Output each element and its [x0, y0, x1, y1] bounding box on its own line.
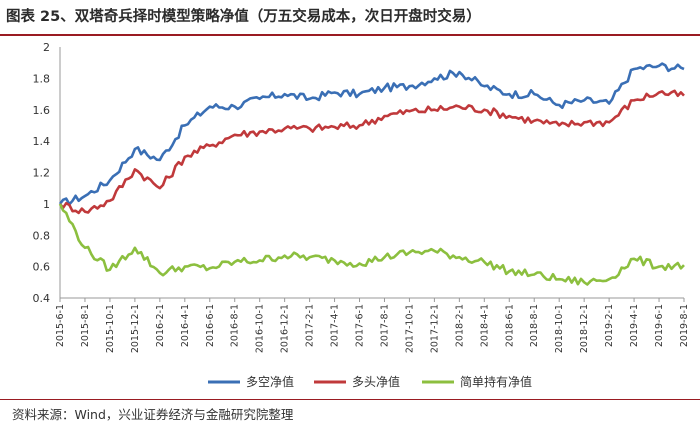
figure-title: 图表 25、双塔奇兵择时模型策略净值（万五交易成本，次日开盘时交易）: [6, 9, 481, 25]
title-rule: [0, 34, 700, 36]
y-tick-label: 1: [43, 198, 50, 211]
x-tick-label: 2017-10-1: [404, 304, 415, 353]
y-tick-label: 1.8: [33, 72, 51, 85]
x-tick-label: 2018-12-1: [579, 304, 590, 353]
series-layer: [58, 62, 685, 286]
x-tick-label: 2017-6-1: [355, 304, 366, 347]
y-tick-label: 0.6: [33, 261, 51, 274]
y-tick-label: 1.6: [33, 104, 51, 117]
x-tick-label: 2018-6-1: [504, 304, 515, 347]
source-note: 资料来源：Wind，兴业证券经济与金融研究院整理: [12, 407, 294, 422]
x-tick-label: 2019-4-1: [629, 304, 640, 347]
axes-layer: 2 1.8 1.6 1.4 1.2 1 0.8 0.6 0.4 2015-6-1 2015-8-1 2…: [33, 41, 691, 353]
y-tick-label: 1.2: [33, 167, 51, 180]
x-tick-label: 2018-2-1: [454, 304, 465, 347]
y-tick-label: 0.4: [33, 292, 51, 305]
legend-label-1: 多空净值: [246, 374, 294, 389]
series-line-3: [58, 203, 685, 286]
x-tick-label: 2019-6-1: [654, 304, 665, 347]
legend-label-3: 简单持有净值: [460, 374, 532, 389]
x-tick-label: 2015-12-1: [130, 304, 141, 353]
x-tick-label: 2015-8-1: [80, 304, 91, 347]
legend: 多空净值 多头净值 简单持有净值: [208, 374, 532, 389]
series-line-1: [58, 62, 685, 206]
x-tick-label: 2015-6-1: [55, 304, 66, 347]
y-tick-label: 0.8: [33, 229, 51, 242]
x-tick-label: 2016-10-1: [255, 304, 266, 353]
x-tick-label: 2016-2-1: [155, 304, 166, 347]
x-tick-label: 2017-2-1: [305, 304, 316, 347]
x-tick-label: 2016-12-1: [280, 304, 291, 353]
series-line-2: [58, 89, 685, 215]
x-tick-label: 2017-12-1: [429, 304, 440, 353]
x-tick-label: 2016-4-1: [180, 304, 191, 347]
x-tick-label: 2016-8-1: [230, 304, 241, 347]
x-tick-label: 2017-4-1: [330, 304, 341, 347]
source-rule: [0, 399, 700, 400]
x-tick-label: 2016-6-1: [205, 304, 216, 347]
x-tick-label: 2018-8-1: [529, 304, 540, 347]
y-tick-label: 2: [43, 41, 50, 54]
x-tick-label: 2019-8-1: [679, 304, 690, 347]
x-tick-label: 2018-4-1: [479, 304, 490, 347]
x-tick-label: 2017-8-1: [379, 304, 390, 347]
x-tick-label: 2019-2-1: [604, 304, 615, 347]
x-tick-label: 2015-10-1: [105, 304, 116, 353]
x-tick-label: 2018-10-1: [554, 304, 565, 353]
y-tick-label: 1.4: [33, 135, 51, 148]
legend-label-2: 多头净值: [352, 374, 400, 389]
